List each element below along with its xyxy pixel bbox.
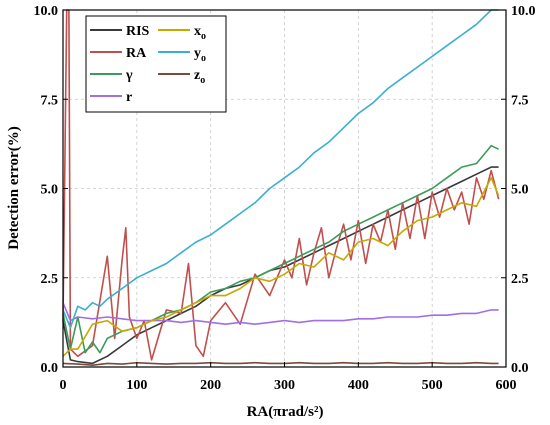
legend-label: RA	[126, 46, 147, 61]
y-tick-label-right: 2.5	[511, 272, 529, 287]
y-tick-label-right: 7.5	[511, 93, 529, 108]
right-y-tick-labels: 0.0 2.5 5.0 7.5 10.0	[511, 4, 536, 376]
x-tick-label: 500	[422, 378, 443, 393]
y-tick-label-left: 10.0	[34, 4, 59, 19]
x-tick-label: 400	[348, 378, 369, 393]
legend-label: RIS	[126, 24, 150, 39]
x-axis-title: RA(πrad/s²)	[247, 404, 324, 420]
y-tick-label-right: 10.0	[511, 4, 536, 19]
y-axis-title: Detection error(%)	[6, 126, 22, 249]
series-line-γ	[62, 144, 499, 354]
legend-label-subscript: o	[200, 75, 205, 86]
y-tick-label-left: 7.5	[41, 93, 59, 108]
legend-label-subscript: o	[201, 31, 206, 42]
series-line-xo	[62, 177, 500, 357]
y-tick-label-right: 0.0	[511, 361, 529, 376]
series-line-zo	[62, 361, 499, 367]
x-tick-label: 0	[60, 378, 67, 393]
legend-label: zo	[194, 68, 205, 86]
x-tick-label: 300	[274, 378, 295, 393]
series-line-yo	[62, 9, 499, 329]
y-tick-label-left: 0.0	[41, 361, 59, 376]
legend-label-subscript: o	[201, 53, 206, 64]
series-layer	[62, 9, 500, 367]
x-tick-labels: 0 100 200 300 400 500 600	[60, 378, 517, 393]
x-tick-label: 200	[200, 378, 221, 393]
x-tick-label: 100	[126, 378, 147, 393]
y-tick-label-right: 5.0	[511, 183, 529, 198]
y-tick-label-left: 2.5	[41, 272, 59, 287]
series-line-RIS	[62, 166, 499, 365]
x-tick-label: 600	[496, 378, 517, 393]
axis-ticks	[62, 9, 507, 368]
series-line-r	[62, 302, 499, 326]
left-y-tick-labels: 0.0 2.5 5.0 7.5 10.0	[34, 4, 59, 376]
legend-label: r	[126, 90, 132, 105]
y-tick-label-left: 5.0	[41, 183, 59, 198]
legend-label: γ	[125, 68, 133, 83]
series-line-RA	[62, 9, 500, 361]
